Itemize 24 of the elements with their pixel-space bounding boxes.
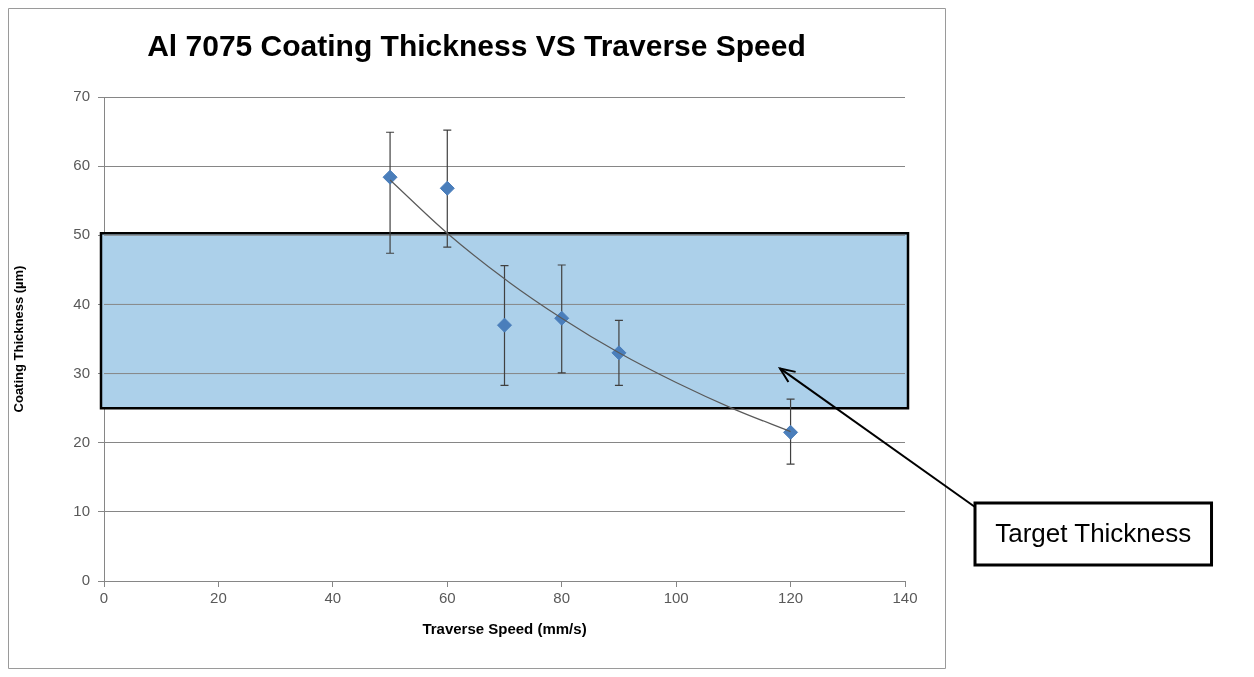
x-axis-title: Traverse Speed (mm/s) xyxy=(422,620,587,638)
point xyxy=(783,424,799,440)
y-tick-label: 70 xyxy=(73,87,90,105)
x-tick-label: 0 xyxy=(99,589,109,607)
point xyxy=(382,169,398,185)
y-tick-label: 30 xyxy=(73,363,90,381)
x-tick-label: 100 xyxy=(663,589,689,607)
x-tick-label: 120 xyxy=(778,589,804,607)
point xyxy=(439,180,455,196)
x-tick-label: 60 xyxy=(438,589,456,607)
y-tick-label: 50 xyxy=(73,225,90,243)
chart-title: Al 7075 Coating Thickness VS Traverse Speed xyxy=(147,29,806,63)
band-label: Target Thickness xyxy=(995,518,1192,549)
y-tick-label: 20 xyxy=(73,432,90,450)
x-tick-label: 140 xyxy=(892,589,918,607)
y-tick-label: 40 xyxy=(73,294,90,312)
y-axis-title: Coating Thickness (µm) xyxy=(11,265,27,413)
y-tick-label: 0 xyxy=(81,571,90,589)
x-tick-label: 80 xyxy=(553,589,571,607)
y-tick-label: 10 xyxy=(73,502,90,519)
y-tick-label: 60 xyxy=(73,156,90,174)
x-tick-label: 20 xyxy=(210,589,227,607)
x-tick-label: 40 xyxy=(324,589,342,607)
point xyxy=(497,317,512,333)
